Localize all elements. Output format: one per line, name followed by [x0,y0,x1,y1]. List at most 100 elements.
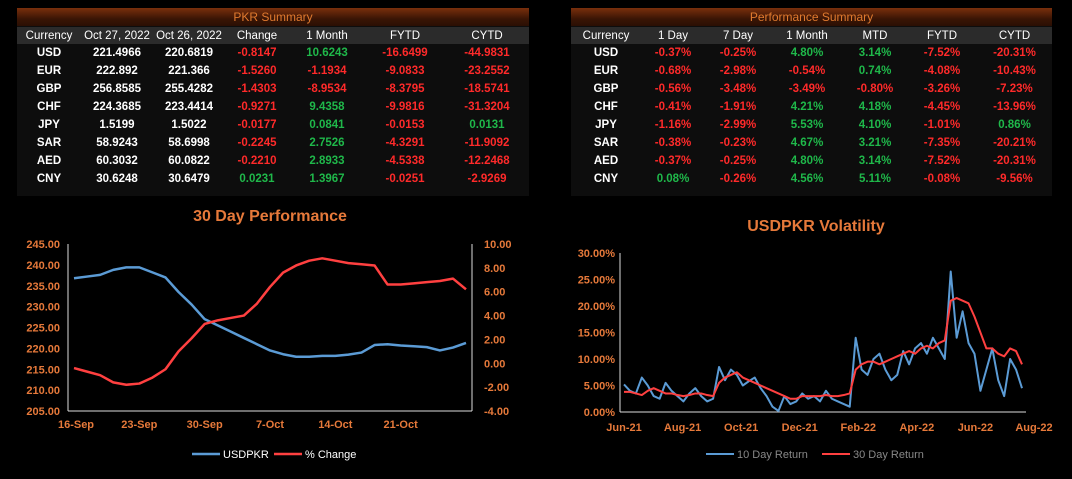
y-left-tick-label: 245.00 [26,239,60,251]
value-cell: 222.892 [96,65,138,77]
value-cell: -8.3795 [385,83,425,95]
value-cell: 3.14% [858,47,892,59]
value-cell: 10.6243 [306,47,348,59]
value-cell: 4.10% [858,119,892,131]
value-cell: -1.4303 [237,83,277,95]
currency-cell: USD [36,47,62,59]
column-header: Currency [582,29,630,42]
value-cell: -9.56% [996,173,1033,185]
table-row: EUR 222.892 221.366 -1.5260 -1.1934 -9.0833 -2… [17,62,529,80]
y-left-tick-label: 205.00 [26,406,60,418]
currency-cell: JPY [595,119,617,131]
value-cell: -0.68% [654,65,692,77]
value-cell: -0.37% [654,155,692,167]
y-right-tick-label: 2.00 [484,334,505,346]
value-cell: -2.98% [719,65,757,77]
column-header: 1 Month [786,29,828,42]
value-cell: -0.38% [654,137,692,149]
value-cell: 3.14% [858,155,892,167]
value-cell: 223.4414 [165,101,213,113]
y-right-tick-label: 4.00 [484,311,505,323]
currency-cell: CNY [593,173,619,185]
value-cell: -4.08% [923,65,961,77]
series-line-thirty-day [624,297,1023,400]
value-cell: 0.0841 [309,119,345,131]
x-tick-label: 21-Oct [384,419,419,431]
value-cell: 1.5199 [99,119,135,131]
x-tick-label: Aug-21 [664,422,701,434]
y-left-tick-label: 225.00 [26,323,60,335]
value-cell: -1.91% [719,101,757,113]
value-cell: -0.23% [719,137,757,149]
x-tick-label: Aug-22 [1015,422,1052,434]
table-row: CNY 0.08% -0.26% 4.56% 5.11% -0.08% -9.56% [571,170,1052,188]
column-header: FYTD [389,29,421,42]
currency-cell: EUR [593,65,619,77]
column-header: Currency [25,29,73,42]
value-cell: -3.26% [923,83,961,95]
value-cell: -1.01% [923,119,961,131]
value-cell: -0.26% [719,173,757,185]
pkr-summary-table: Currency Oct 27, 2022 Oct 26, 2022 Change 1 … [17,27,529,188]
x-tick-label: Apr-22 [899,422,934,434]
value-cell: -44.9831 [464,47,510,59]
value-cell: -0.37% [654,47,692,59]
value-cell: -4.5338 [385,155,425,167]
usdpkr-volatility-chart: 0.00% 5.00% 10.00% 15.00% 20.00% 25.00% 30.00%… [578,248,1053,461]
value-cell: -1.1934 [307,65,347,77]
performance-summary-table: Currency 1 Day 7 Day 1 Month MTD FYTD CYTD USD… [571,27,1052,188]
x-tick-label: Dec-21 [782,422,818,434]
value-cell: -0.0153 [385,119,425,131]
value-cell: -16.6499 [382,47,428,59]
value-cell: -2.9269 [467,173,507,185]
column-header: CYTD [998,29,1031,42]
x-tick-label: 14-Oct [318,419,353,431]
y-left-tick-label: 210.00 [26,385,60,397]
performance-summary-panel: Performance Summary Currency 1 Day 7 Day 1 … [571,8,1052,196]
column-header: Oct 26, 2022 [156,29,222,42]
value-cell: 0.08% [656,173,690,185]
y-right-tick-label: -4.00 [484,406,509,418]
column-header: FYTD [926,29,958,42]
value-cell: 58.9243 [96,137,138,149]
value-cell: -7.35% [923,137,961,149]
value-cell: -0.2245 [237,137,277,149]
pkr-summary-panel: PKR Summary Currency Oct 27, 2022 Oct 26, … [17,8,529,196]
value-cell: -2.99% [719,119,757,131]
legend-label: USDPKR [223,449,269,461]
table-row: CHF -0.41% -1.91% 4.21% 4.18% -4.45% -13.96% [571,98,1052,116]
value-cell: -7.52% [923,155,961,167]
value-cell: -9.9816 [385,101,425,113]
value-cell: -0.0251 [385,173,425,185]
value-cell: -3.49% [788,83,826,95]
value-cell: -1.16% [654,119,692,131]
x-tick-label: 7-Oct [256,419,284,431]
currency-cell: GBP [593,83,619,95]
value-cell: 220.6819 [165,47,213,59]
value-cell: 4.21% [790,101,824,113]
value-cell: -18.5741 [464,83,510,95]
y-left-tick-label: 240.00 [26,260,60,272]
value-cell: 0.74% [858,65,892,77]
table-row: CHF 224.3685 223.4414 -0.9271 9.4358 -9.9816 -… [17,98,529,116]
value-cell: -0.56% [654,83,692,95]
value-cell: -7.52% [923,47,961,59]
x-tick-label: Oct-21 [724,422,758,434]
value-cell: 58.6998 [168,137,210,149]
value-cell: 1.5022 [171,119,207,131]
table-row: AED 60.3032 60.0822 -0.2210 2.8933 -4.5338 -12… [17,152,529,170]
currency-cell: AED [36,155,62,167]
value-cell: -0.9271 [237,101,277,113]
table-row: USD 221.4966 220.6819 -0.8147 10.6243 -16.649… [17,44,529,62]
value-cell: -0.25% [719,47,757,59]
column-header: Oct 27, 2022 [84,29,150,42]
value-cell: -20.31% [993,47,1036,59]
x-tick-label: 16-Sep [58,419,94,431]
value-cell: 4.80% [790,47,824,59]
value-cell: -20.31% [993,155,1036,167]
legend-label: 30 Day Return [853,449,924,461]
value-cell: -20.21% [993,137,1036,149]
value-cell: -0.54% [788,65,826,77]
x-tick-label: Feb-22 [841,422,876,434]
value-cell: -1.5260 [237,65,277,77]
